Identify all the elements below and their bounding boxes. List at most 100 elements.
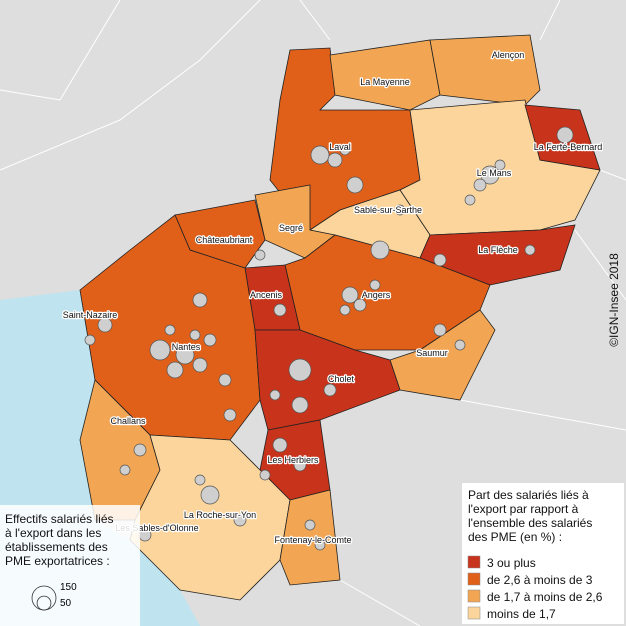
bubble <box>97 317 113 333</box>
bubble <box>233 513 247 527</box>
legend-title: à l'export dans les <box>5 526 101 540</box>
bubble <box>272 437 288 453</box>
bubble <box>189 329 201 341</box>
bubble <box>433 253 447 267</box>
place-label: Laval <box>329 142 351 152</box>
bubble <box>269 389 281 401</box>
legend-box <box>462 483 624 624</box>
place-label: Segré <box>279 223 303 233</box>
legend-title: PME exportatrices : <box>5 554 110 568</box>
bubble <box>119 464 131 476</box>
legend-swatch <box>467 572 481 586</box>
bubble <box>254 249 266 261</box>
place-label: Les Herbiers <box>267 455 319 465</box>
bubble <box>341 286 359 304</box>
bubble <box>327 152 343 168</box>
place-label: Saint-Nazaire <box>63 310 118 320</box>
size-legend-label: 150 <box>60 582 77 593</box>
bubble <box>394 204 406 216</box>
bubble <box>524 244 536 256</box>
place-label: La Ferté-Bernard <box>534 142 603 152</box>
legend-label: moins de 1,7 <box>487 607 556 621</box>
bubble <box>192 292 208 308</box>
zone <box>429 34 541 106</box>
bubble <box>218 373 232 387</box>
place-label: La Roche-sur-Yon <box>184 510 256 520</box>
bubble <box>192 357 208 373</box>
bubble <box>339 144 351 156</box>
legend-title: Effectifs salariés liés <box>5 512 114 526</box>
bubble <box>223 408 237 422</box>
size-legend-label: 50 <box>60 598 72 609</box>
place-label: Challans <box>110 416 146 426</box>
bubble <box>203 333 217 347</box>
bubble <box>556 126 574 144</box>
bubble <box>133 443 147 457</box>
bubble <box>273 303 287 317</box>
bubble <box>346 176 364 194</box>
zone <box>254 329 401 431</box>
bubble <box>473 178 487 192</box>
legend-title: Part des salariés liés à <box>468 488 589 502</box>
bubble <box>84 334 96 346</box>
place-label: Angers <box>362 290 391 300</box>
place-label: Le Mans <box>477 168 512 178</box>
zones <box>79 34 601 601</box>
bubble <box>166 361 184 379</box>
place-label: Fontenay-le-Comte <box>274 535 351 545</box>
place-label: Saumur <box>416 348 448 358</box>
legend-swatch <box>467 555 481 569</box>
place-label: Ancenis <box>250 290 283 300</box>
legend-label: 3 ou plus <box>487 556 536 570</box>
legend-title: l'ensemble des salariés <box>468 516 592 530</box>
bubble <box>304 519 316 531</box>
bubble <box>291 396 309 414</box>
bubble <box>433 323 447 337</box>
legend-label: de 2,6 à moins de 3 <box>487 573 593 587</box>
credit: ©IGN-Insee 2018 <box>607 253 621 347</box>
place-label: Nantes <box>172 342 201 352</box>
bubble <box>314 539 326 551</box>
size-legend-circle <box>36 595 52 611</box>
legend-label: de 1,7 à moins de 2,6 <box>487 590 603 604</box>
place-label: Cholet <box>328 374 355 384</box>
legend-swatch <box>467 606 481 620</box>
zone <box>329 39 441 111</box>
legend-title: établissements des <box>5 540 108 554</box>
bubble <box>454 339 466 351</box>
place-label: Châteaubriant <box>196 235 253 245</box>
bubble <box>288 358 312 382</box>
color-legend: Part des salariés liés àl'export par rap… <box>467 488 603 621</box>
bubble <box>323 383 337 397</box>
place-label: La Flèche <box>478 245 518 255</box>
bubble <box>480 165 500 185</box>
bubble <box>164 324 176 336</box>
bubble <box>353 298 367 312</box>
labels: Alençon La Mayenne Laval La Ferté-Bernard Le… <box>61 49 603 547</box>
bubble <box>200 485 220 505</box>
place-label: La Mayenne <box>360 77 410 87</box>
bubble <box>293 458 307 472</box>
bubble <box>175 345 195 365</box>
legend-title: des PME (en %) : <box>468 530 562 544</box>
zone <box>129 434 291 601</box>
bubble <box>494 159 506 171</box>
bubble <box>310 145 330 165</box>
legend-swatch <box>467 589 481 603</box>
bubble <box>339 304 351 316</box>
place-label: Sablé-sur-Sarthe <box>354 205 422 215</box>
bubble <box>464 194 476 206</box>
legend-box <box>0 505 140 626</box>
legend-title: l'export par rapport à <box>468 502 579 516</box>
place-label: Alençon <box>492 50 525 60</box>
bubble <box>149 339 171 361</box>
zone <box>279 489 341 586</box>
bubble <box>369 279 381 291</box>
bubble <box>259 469 271 481</box>
bubble <box>370 240 390 260</box>
bubble <box>194 474 206 486</box>
bubbles <box>84 126 574 551</box>
